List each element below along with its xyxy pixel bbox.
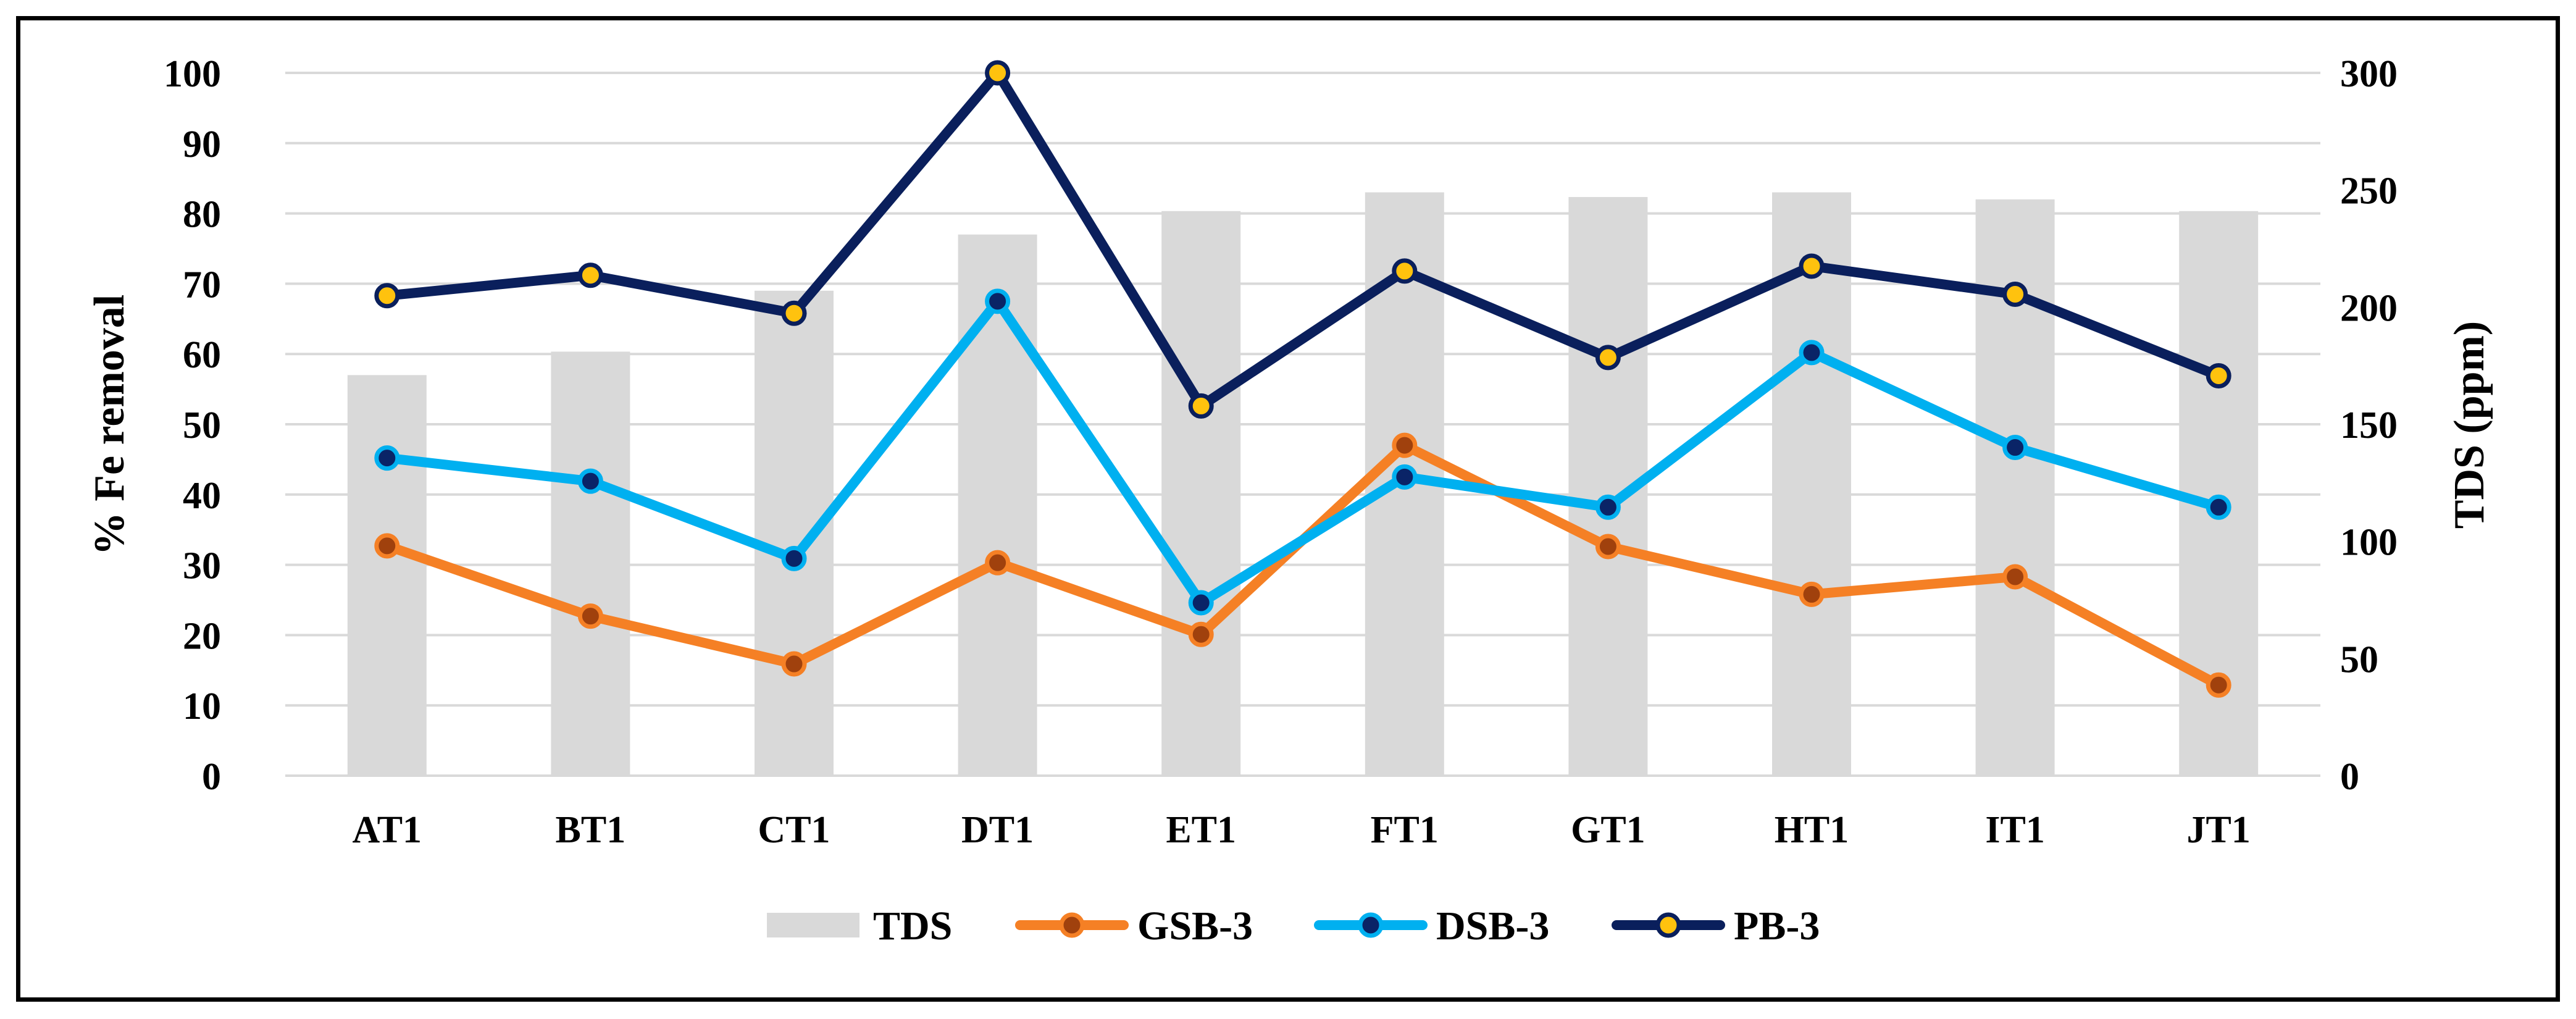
tds-bar	[1772, 192, 1851, 776]
y2-tick-label: 150	[2340, 405, 2398, 447]
x-tick-label: AT1	[353, 809, 422, 851]
y-tick-label: 90	[183, 124, 221, 166]
legend-swatch-tds	[767, 913, 859, 937]
x-tick-label: IT1	[1985, 809, 2044, 851]
y-tick-label: 30	[183, 545, 221, 587]
x-tick-label: BT1	[556, 809, 626, 851]
legend-marker-pb-3	[1655, 912, 1681, 938]
dsb-3-point	[985, 288, 1011, 314]
y2-tick-label: 0	[2340, 756, 2359, 798]
tds-bar	[755, 290, 834, 776]
tds-bar	[551, 351, 630, 776]
x-tick-label: JT1	[2187, 809, 2251, 851]
y-tick-label: 0	[202, 756, 221, 798]
x-tick-label: DT1	[961, 809, 1034, 851]
dsb-3-point	[1188, 590, 1214, 616]
pb-3-point	[2206, 363, 2231, 388]
dsb-3-point	[1595, 494, 1621, 520]
pb-3-point	[1188, 393, 1214, 419]
pb-3-point	[985, 60, 1011, 86]
chart-frame	[16, 16, 2560, 1002]
y-tick-label: 60	[183, 334, 221, 376]
gsb-3-point	[1595, 534, 1621, 560]
dsb-3-line	[382, 296, 2224, 608]
gsb-3-point	[577, 603, 603, 629]
y2-tick-label: 100	[2340, 522, 2398, 564]
y-axis-title: % Fe removal	[86, 295, 133, 555]
dsb-3-point	[1392, 464, 1418, 490]
legend: TDS GSB-3 DSB-3 PB-3	[767, 904, 1820, 949]
dsb-3-point	[577, 468, 603, 494]
gsb-3-point	[2206, 672, 2231, 698]
legend-marker-gsb-3	[1059, 912, 1085, 938]
x-tick-label: FT1	[1371, 809, 1439, 851]
y-tick-label: 100	[164, 53, 221, 95]
gsb-3-point	[1392, 432, 1418, 458]
gsb-3-point	[2002, 564, 2028, 590]
legend-label-pb-3: PB-3	[1734, 904, 1820, 949]
dsb-3-point	[2206, 494, 2231, 520]
series-markers	[374, 60, 2231, 698]
pb-3-point	[374, 283, 400, 309]
y2-axis-title: TDS (ppm)	[2446, 321, 2493, 529]
gsb-3-point	[374, 533, 400, 559]
y-tick-label: 10	[183, 686, 221, 728]
pb-3-line	[382, 68, 2224, 411]
dsb-3-point	[1799, 340, 1825, 366]
y2-tick-label: 250	[2340, 170, 2398, 212]
tds-bar	[958, 234, 1037, 776]
gsb-3-point	[1188, 621, 1214, 647]
pb-3-point	[1799, 253, 1825, 279]
dsb-3-point	[374, 445, 400, 471]
y2-tick-label: 200	[2340, 287, 2398, 329]
gsb-3-point	[1799, 581, 1825, 607]
y2-tick-label: 50	[2340, 639, 2378, 681]
y2-tick-label: 300	[2340, 53, 2398, 95]
dsb-3-point	[781, 545, 807, 571]
x-tick-label: ET1	[1166, 809, 1236, 851]
x-tick-label: GT1	[1571, 809, 1646, 851]
tds-bar	[1161, 211, 1241, 776]
legend-label-gsb-3: GSB-3	[1137, 904, 1253, 949]
axis-ticks: 0 10 20 30 40 50 60 70 80 90 100 0 50 100 150 200 250 300…	[164, 53, 2398, 851]
gsb-3-point	[985, 550, 1011, 576]
pb-3-point	[577, 262, 603, 288]
pb-3-point	[1392, 258, 1418, 284]
y-tick-label: 20	[183, 615, 221, 657]
pb-3-point	[2002, 281, 2028, 307]
tds-bar	[347, 375, 427, 776]
series-lines	[382, 68, 2224, 690]
y-tick-label: 80	[183, 194, 221, 236]
gsb-3-point	[781, 651, 807, 677]
legend-marker-dsb-3	[1358, 912, 1384, 938]
y-tick-label: 70	[183, 264, 221, 306]
legend-label-tds: TDS	[873, 904, 952, 949]
pb-3-point	[781, 300, 807, 326]
y-tick-label: 40	[183, 475, 221, 517]
y-tick-label: 50	[183, 405, 221, 447]
dsb-3-point	[2002, 435, 2028, 461]
x-tick-label: CT1	[758, 809, 830, 851]
pb-3-point	[1595, 345, 1621, 371]
legend-label-dsb-3: DSB-3	[1436, 904, 1549, 949]
x-tick-label: HT1	[1775, 809, 1849, 851]
